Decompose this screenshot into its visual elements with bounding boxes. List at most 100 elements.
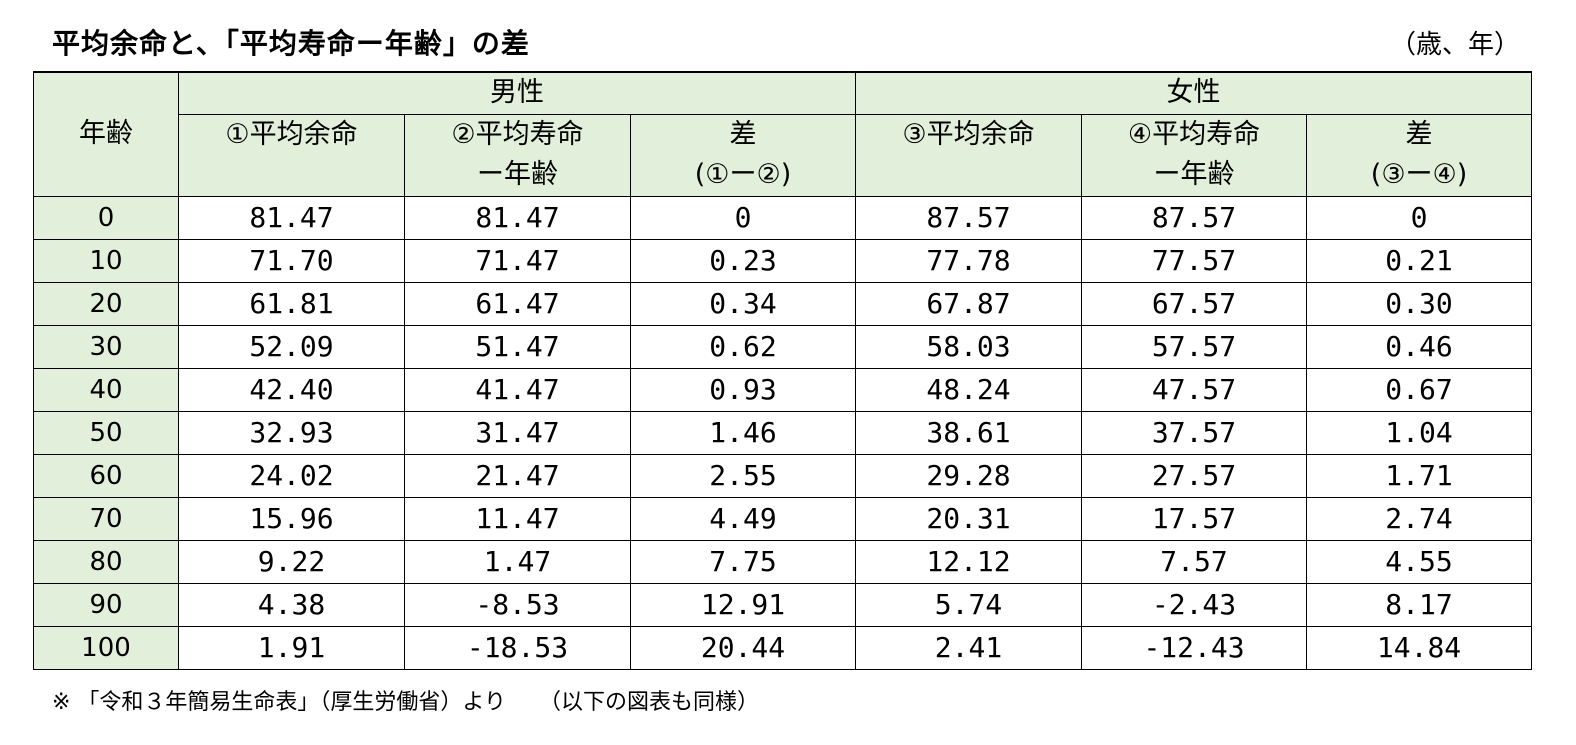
- header-group-male: 男性: [177, 71, 857, 115]
- header-line: ④平均寿命: [1127, 118, 1261, 150]
- value-cell: 8.17: [1306, 582, 1533, 627]
- value-cell: 32.93: [178, 410, 405, 455]
- header-line: ③平均余命: [902, 118, 1035, 150]
- value-cell: 1.46: [629, 410, 857, 455]
- value-cell: 87.57: [1081, 195, 1308, 240]
- table-row: 10 71.70 71.47 0.23 77.78 77.57 0.21: [33, 238, 1533, 283]
- value-cell: 17.57: [1081, 496, 1308, 541]
- header-line: (③ー④): [1370, 158, 1468, 190]
- header-column: ④平均寿命 ー年齢: [1081, 113, 1308, 197]
- table-row: 80 9.22 1.47 7.75 12.12 7.57 4.55: [33, 539, 1533, 584]
- table-title: 平均余命と、「平均寿命ー年齢」の差: [52, 27, 530, 60]
- header-line: 差: [1405, 118, 1433, 150]
- header-column: ③平均余命: [855, 113, 1083, 197]
- table-row: 30 52.09 51.47 0.62 58.03 57.57 0.46: [33, 324, 1533, 369]
- value-cell: 67.87: [855, 281, 1083, 326]
- value-cell: 57.57: [1081, 324, 1308, 369]
- table-row: 0 81.47 81.47 0 87.57 87.57 0: [33, 195, 1533, 240]
- table-row: 40 42.40 41.47 0.93 48.24 47.57 0.67: [33, 367, 1533, 412]
- age-cell: 70: [33, 496, 179, 541]
- table-row: 90 4.38 -8.53 12.91 5.74 -2.43 8.17: [33, 582, 1533, 627]
- header-group-female: 女性: [855, 71, 1533, 115]
- table-row: 70 15.96 11.47 4.49 20.31 17.57 2.74: [33, 496, 1533, 541]
- value-cell: 7.57: [1081, 539, 1308, 584]
- age-cell: 40: [33, 367, 179, 412]
- value-cell: 67.57: [1081, 281, 1308, 326]
- age-cell: 30: [33, 324, 179, 369]
- value-cell: 38.61: [855, 410, 1083, 455]
- value-cell: 1.47: [404, 539, 631, 584]
- value-cell: 1.71: [1306, 453, 1533, 498]
- table-row: 60 24.02 21.47 2.55 29.28 27.57 1.71: [33, 453, 1533, 498]
- value-cell: 31.47: [404, 410, 631, 455]
- source-note: ※ 「令和３年簡易生命表」（厚生労働省）より （以下の図表も同様）: [52, 690, 759, 715]
- value-cell: 71.70: [178, 238, 405, 283]
- header-age: 年齢: [33, 71, 179, 197]
- value-cell: 9.22: [178, 539, 405, 584]
- value-cell: 12.91: [629, 582, 857, 627]
- value-cell: 12.12: [855, 539, 1083, 584]
- value-cell: 41.47: [404, 367, 631, 412]
- value-cell: 61.47: [404, 281, 631, 326]
- value-cell: -18.53: [404, 625, 631, 670]
- value-cell: 11.47: [404, 496, 631, 541]
- value-cell: 0: [629, 195, 857, 240]
- header-line: ①平均余命: [225, 118, 358, 150]
- value-cell: 20.31: [855, 496, 1083, 541]
- age-cell: 0: [33, 195, 179, 240]
- header-line: ー年齢: [1153, 158, 1235, 190]
- value-cell: 14.84: [1306, 625, 1533, 670]
- value-cell: 52.09: [178, 324, 405, 369]
- header-line: ー年齢: [477, 158, 558, 190]
- value-cell: 15.96: [178, 496, 405, 541]
- value-cell: 0.34: [629, 281, 857, 326]
- value-cell: 2.41: [855, 625, 1083, 670]
- value-cell: 0.23: [629, 238, 857, 283]
- value-cell: -12.43: [1081, 625, 1308, 670]
- table-row: 100 1.91 -18.53 20.44 2.41 -12.43 14.84: [33, 625, 1533, 670]
- value-cell: 0.93: [629, 367, 857, 412]
- value-cell: 37.57: [1081, 410, 1308, 455]
- value-cell: 4.55: [1306, 539, 1533, 584]
- life-expectancy-table: 年齢 男性 女性 ①平均余命 ②平均寿命 ー年齢 差 (①ー②) ③平均余命 ④…: [33, 71, 1533, 670]
- value-cell: 29.28: [855, 453, 1083, 498]
- value-cell: 47.57: [1081, 367, 1308, 412]
- age-cell: 20: [33, 281, 179, 326]
- value-cell: 2.55: [629, 453, 857, 498]
- header-line: (①ー②): [694, 158, 792, 190]
- value-cell: 0: [1306, 195, 1533, 240]
- header-column: 差 (③ー④): [1306, 113, 1533, 197]
- value-cell: 27.57: [1081, 453, 1308, 498]
- age-cell: 100: [33, 625, 179, 670]
- value-cell: 2.74: [1306, 496, 1533, 541]
- header-line: ②平均寿命: [451, 118, 584, 150]
- header-line: 差: [729, 118, 757, 150]
- age-cell: 90: [33, 582, 179, 627]
- header-column: ②平均寿命 ー年齢: [404, 113, 631, 197]
- value-cell: 77.57: [1081, 238, 1308, 283]
- table-row: 50 32.93 31.47 1.46 38.61 37.57 1.04: [33, 410, 1533, 455]
- age-cell: 60: [33, 453, 179, 498]
- value-cell: 51.47: [404, 324, 631, 369]
- value-cell: 5.74: [855, 582, 1083, 627]
- value-cell: 0.62: [629, 324, 857, 369]
- value-cell: 0.21: [1306, 238, 1533, 283]
- value-cell: 1.91: [178, 625, 405, 670]
- table-row: 20 61.81 61.47 0.34 67.87 67.57 0.30: [33, 281, 1533, 326]
- value-cell: 87.57: [855, 195, 1083, 240]
- value-cell: 0.46: [1306, 324, 1533, 369]
- value-cell: 0.67: [1306, 367, 1533, 412]
- table-body: 0 81.47 81.47 0 87.57 87.57 0 10 71.70 71.47 0.23 7…: [33, 195, 1533, 670]
- value-cell: 7.75: [629, 539, 857, 584]
- value-cell: 4.49: [629, 496, 857, 541]
- value-cell: 81.47: [404, 195, 631, 240]
- value-cell: 61.81: [178, 281, 405, 326]
- age-cell: 80: [33, 539, 179, 584]
- header-column: ①平均余命: [178, 113, 405, 197]
- value-cell: 20.44: [629, 625, 857, 670]
- value-cell: 1.04: [1306, 410, 1533, 455]
- value-cell: -8.53: [404, 582, 631, 627]
- value-cell: 81.47: [178, 195, 405, 240]
- value-cell: 77.78: [855, 238, 1083, 283]
- unit-label: （歳、年）: [1389, 30, 1520, 60]
